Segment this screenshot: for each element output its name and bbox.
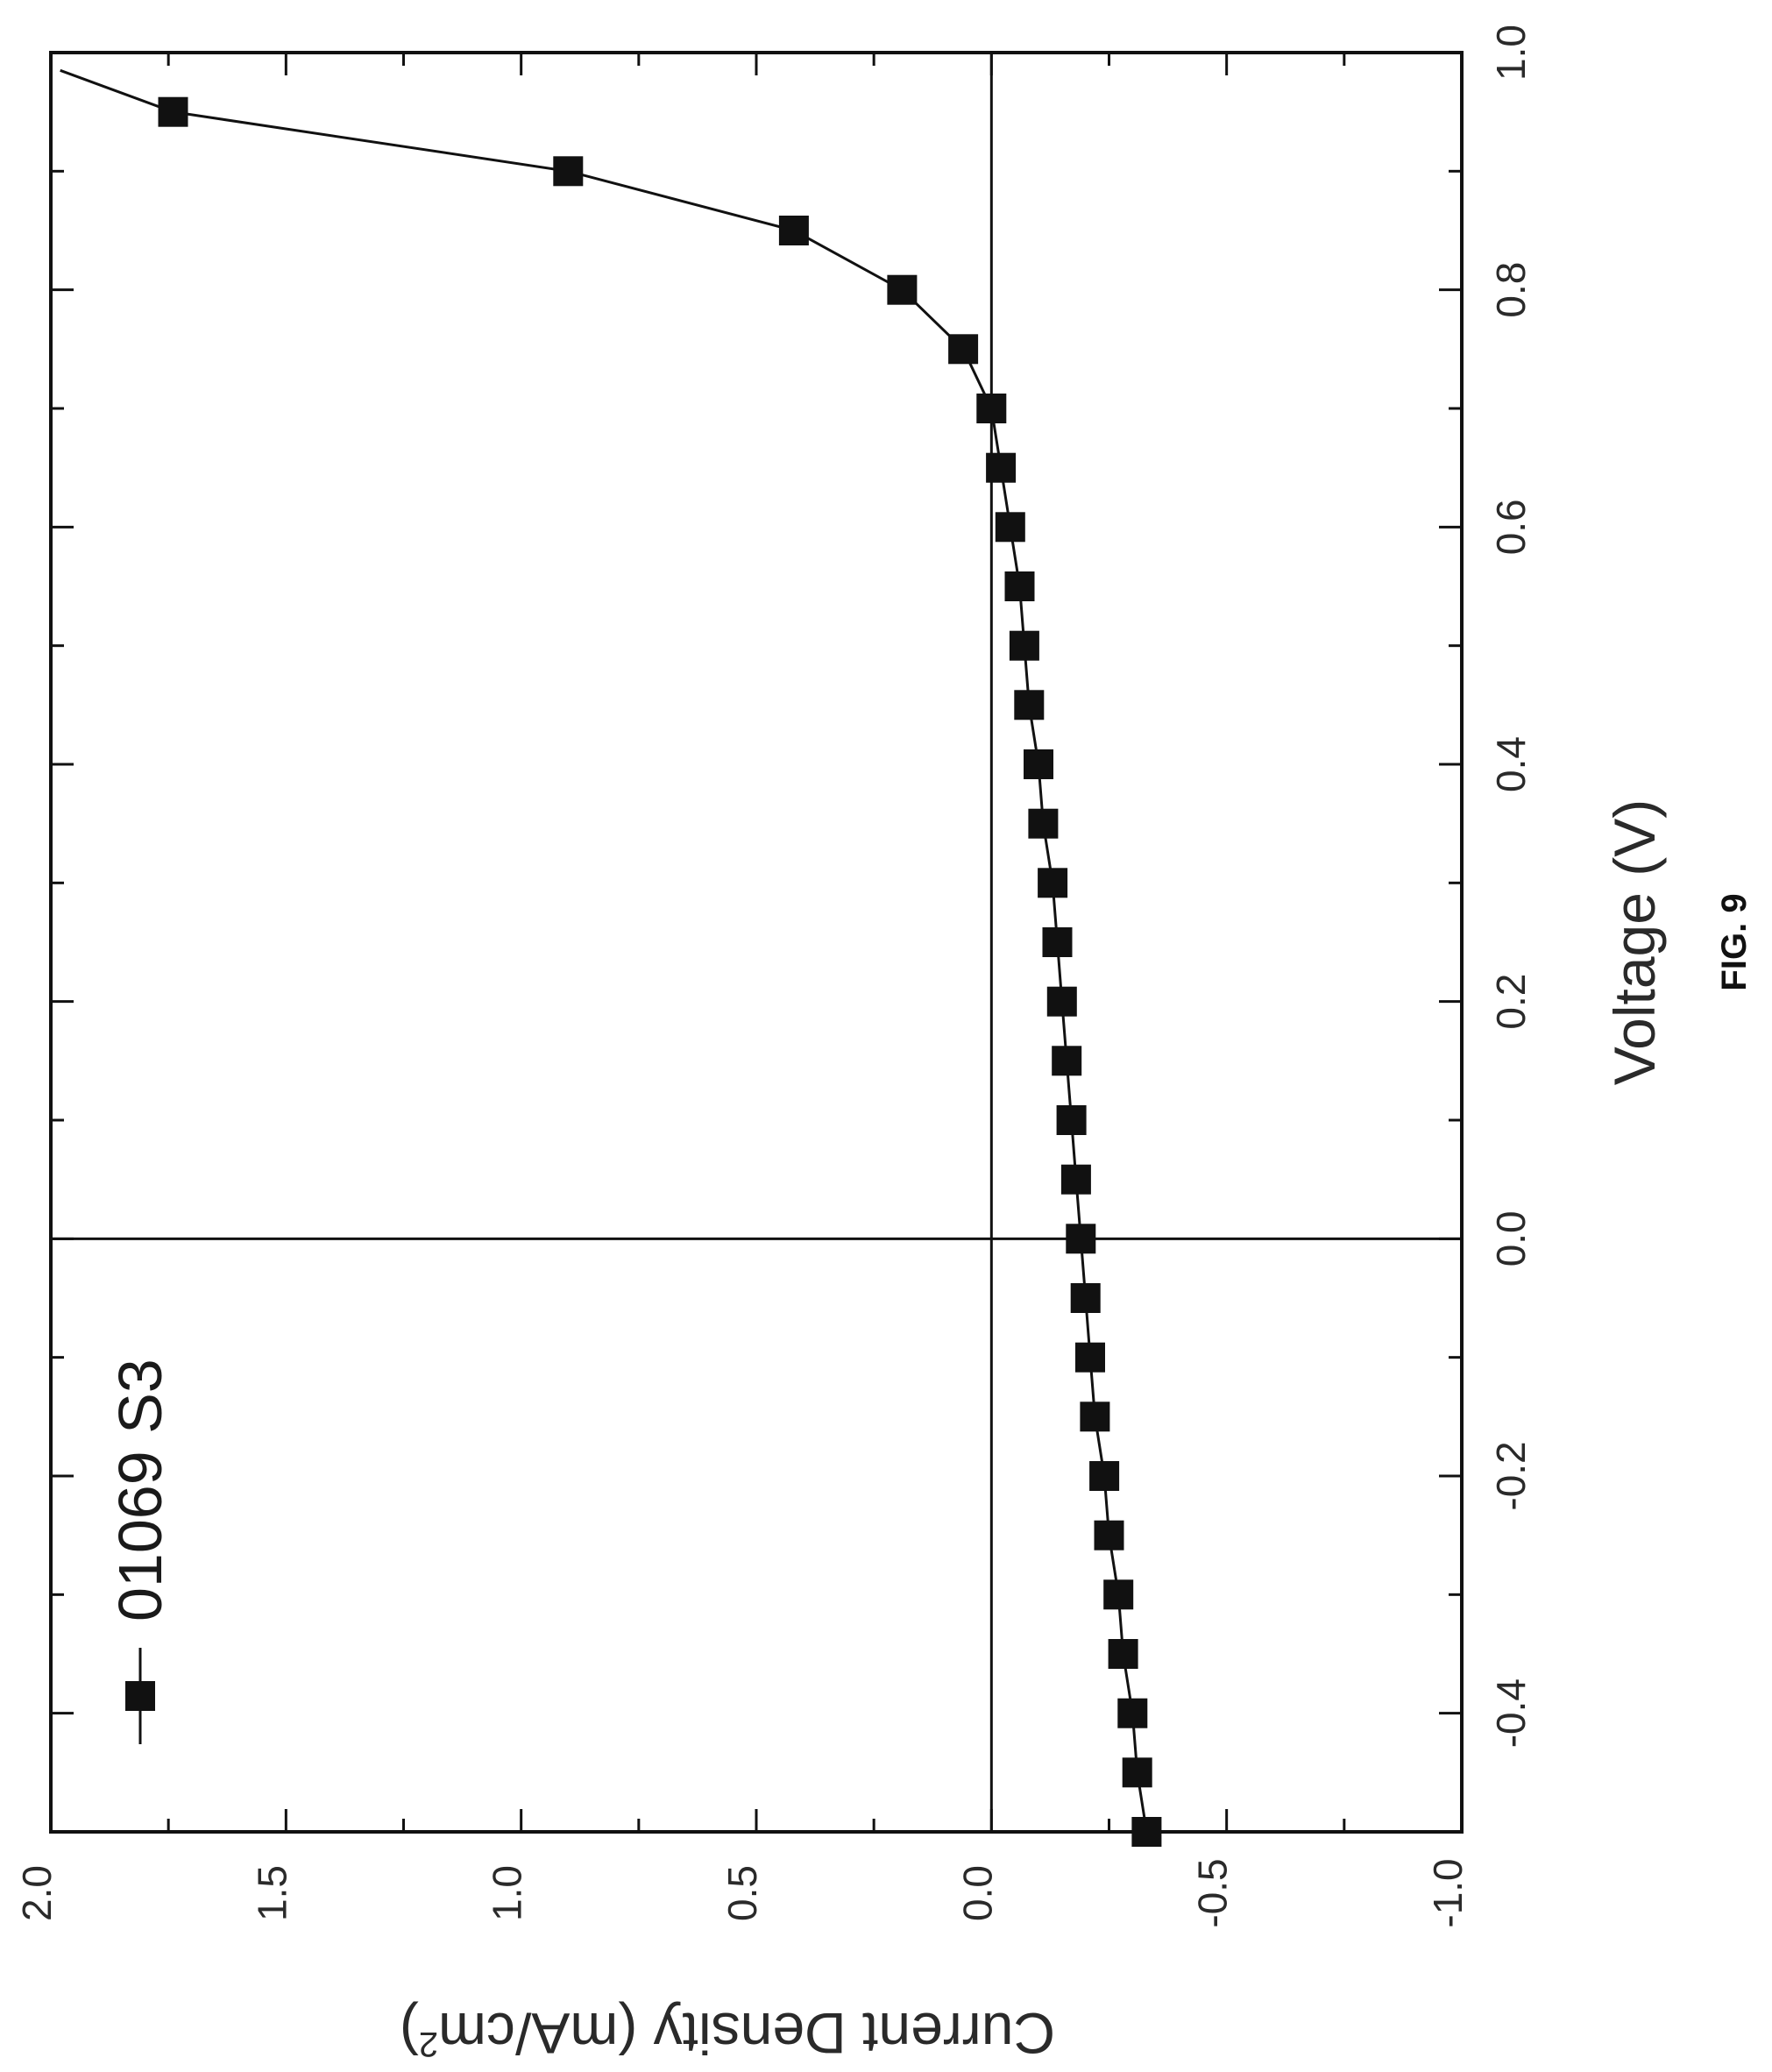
x-tick-label: 0.2 (1488, 974, 1534, 1030)
zero-reference-lines (51, 53, 1462, 1832)
y-axis-title-superscript: 2 (419, 2025, 438, 2063)
data-point-marker (1038, 868, 1068, 898)
y-tick-label: -0.5 (1190, 1858, 1236, 1927)
data-point-marker (778, 216, 809, 245)
y-tick-label: 1.0 (485, 1865, 530, 1921)
data-point-marker (1103, 1579, 1134, 1610)
data-point-marker (1056, 1105, 1087, 1135)
data-point-marker (158, 96, 188, 127)
data-point-marker (948, 334, 979, 365)
series-line (60, 68, 1148, 1833)
data-point-marker (1052, 1046, 1082, 1076)
data-point-marker (1080, 1401, 1110, 1432)
x-tick-label: 0.6 (1488, 499, 1534, 555)
data-point-marker (1131, 1817, 1162, 1847)
plot-group: -0.4 -0.2 0.0 0.2 0.4 0.6 0.8 1.0 -1.0 -0.5 0.0 0.… (14, 25, 1534, 1928)
data-point-marker (1014, 690, 1045, 720)
y-tick-label: 0.0 (954, 1865, 1000, 1921)
legend: 01069 S3 (106, 1359, 174, 1744)
data-point-marker (1122, 1757, 1152, 1788)
x-axis-title: Voltage (V) (1602, 799, 1667, 1086)
data-point-marker (1066, 1224, 1096, 1254)
x-tick-label: 0.0 (1488, 1210, 1534, 1267)
data-point-marker (1046, 986, 1077, 1017)
data-point-marker (1042, 927, 1073, 957)
data-point-marker (1028, 808, 1059, 839)
data-point-marker (1009, 630, 1039, 661)
x-axis-ticks: -0.4 -0.2 0.0 0.2 0.4 0.6 0.8 1.0 (51, 25, 1534, 1834)
data-point-marker (1108, 1639, 1138, 1669)
x-tick-label: 1.0 (1488, 25, 1534, 81)
y-tick-label: -1.0 (1425, 1858, 1471, 1927)
legend-label: 01069 S3 (106, 1359, 174, 1621)
x-tick-label: 0.4 (1488, 736, 1534, 792)
data-point-marker (1094, 1520, 1124, 1550)
data-point-marker (1075, 1342, 1105, 1373)
legend-marker (125, 1681, 155, 1711)
data-point-marker (1117, 1698, 1148, 1728)
y-axis-ticks: -1.0 -0.5 0.0 0.5 1.0 1.5 2.0 (14, 53, 1471, 1928)
figure-caption: FIG. 9 (1715, 893, 1754, 990)
data-point-marker (976, 394, 1007, 423)
data-point-marker (995, 512, 1025, 543)
data-point-marker (1024, 749, 1053, 779)
x-tick-label: -0.4 (1488, 1678, 1534, 1748)
data-point-marker (986, 452, 1017, 483)
series-layer (60, 68, 1162, 1847)
plot-frame (49, 51, 1464, 1834)
data-point-marker (1089, 1461, 1120, 1491)
y-axis-title: Current Density (mA/cm2) (400, 2001, 1055, 2066)
y-tick-label: 2.0 (14, 1865, 60, 1921)
data-point-marker (553, 156, 584, 187)
y-tick-label: 1.5 (249, 1865, 294, 1921)
x-tick-label: -0.2 (1488, 1441, 1534, 1510)
data-point-marker (887, 274, 918, 305)
y-tick-label: 0.5 (719, 1865, 765, 1921)
x-tick-label: 0.8 (1488, 262, 1534, 318)
data-point-marker (1004, 571, 1035, 601)
data-point-marker (1060, 1164, 1091, 1195)
data-point-marker (1070, 1283, 1101, 1313)
